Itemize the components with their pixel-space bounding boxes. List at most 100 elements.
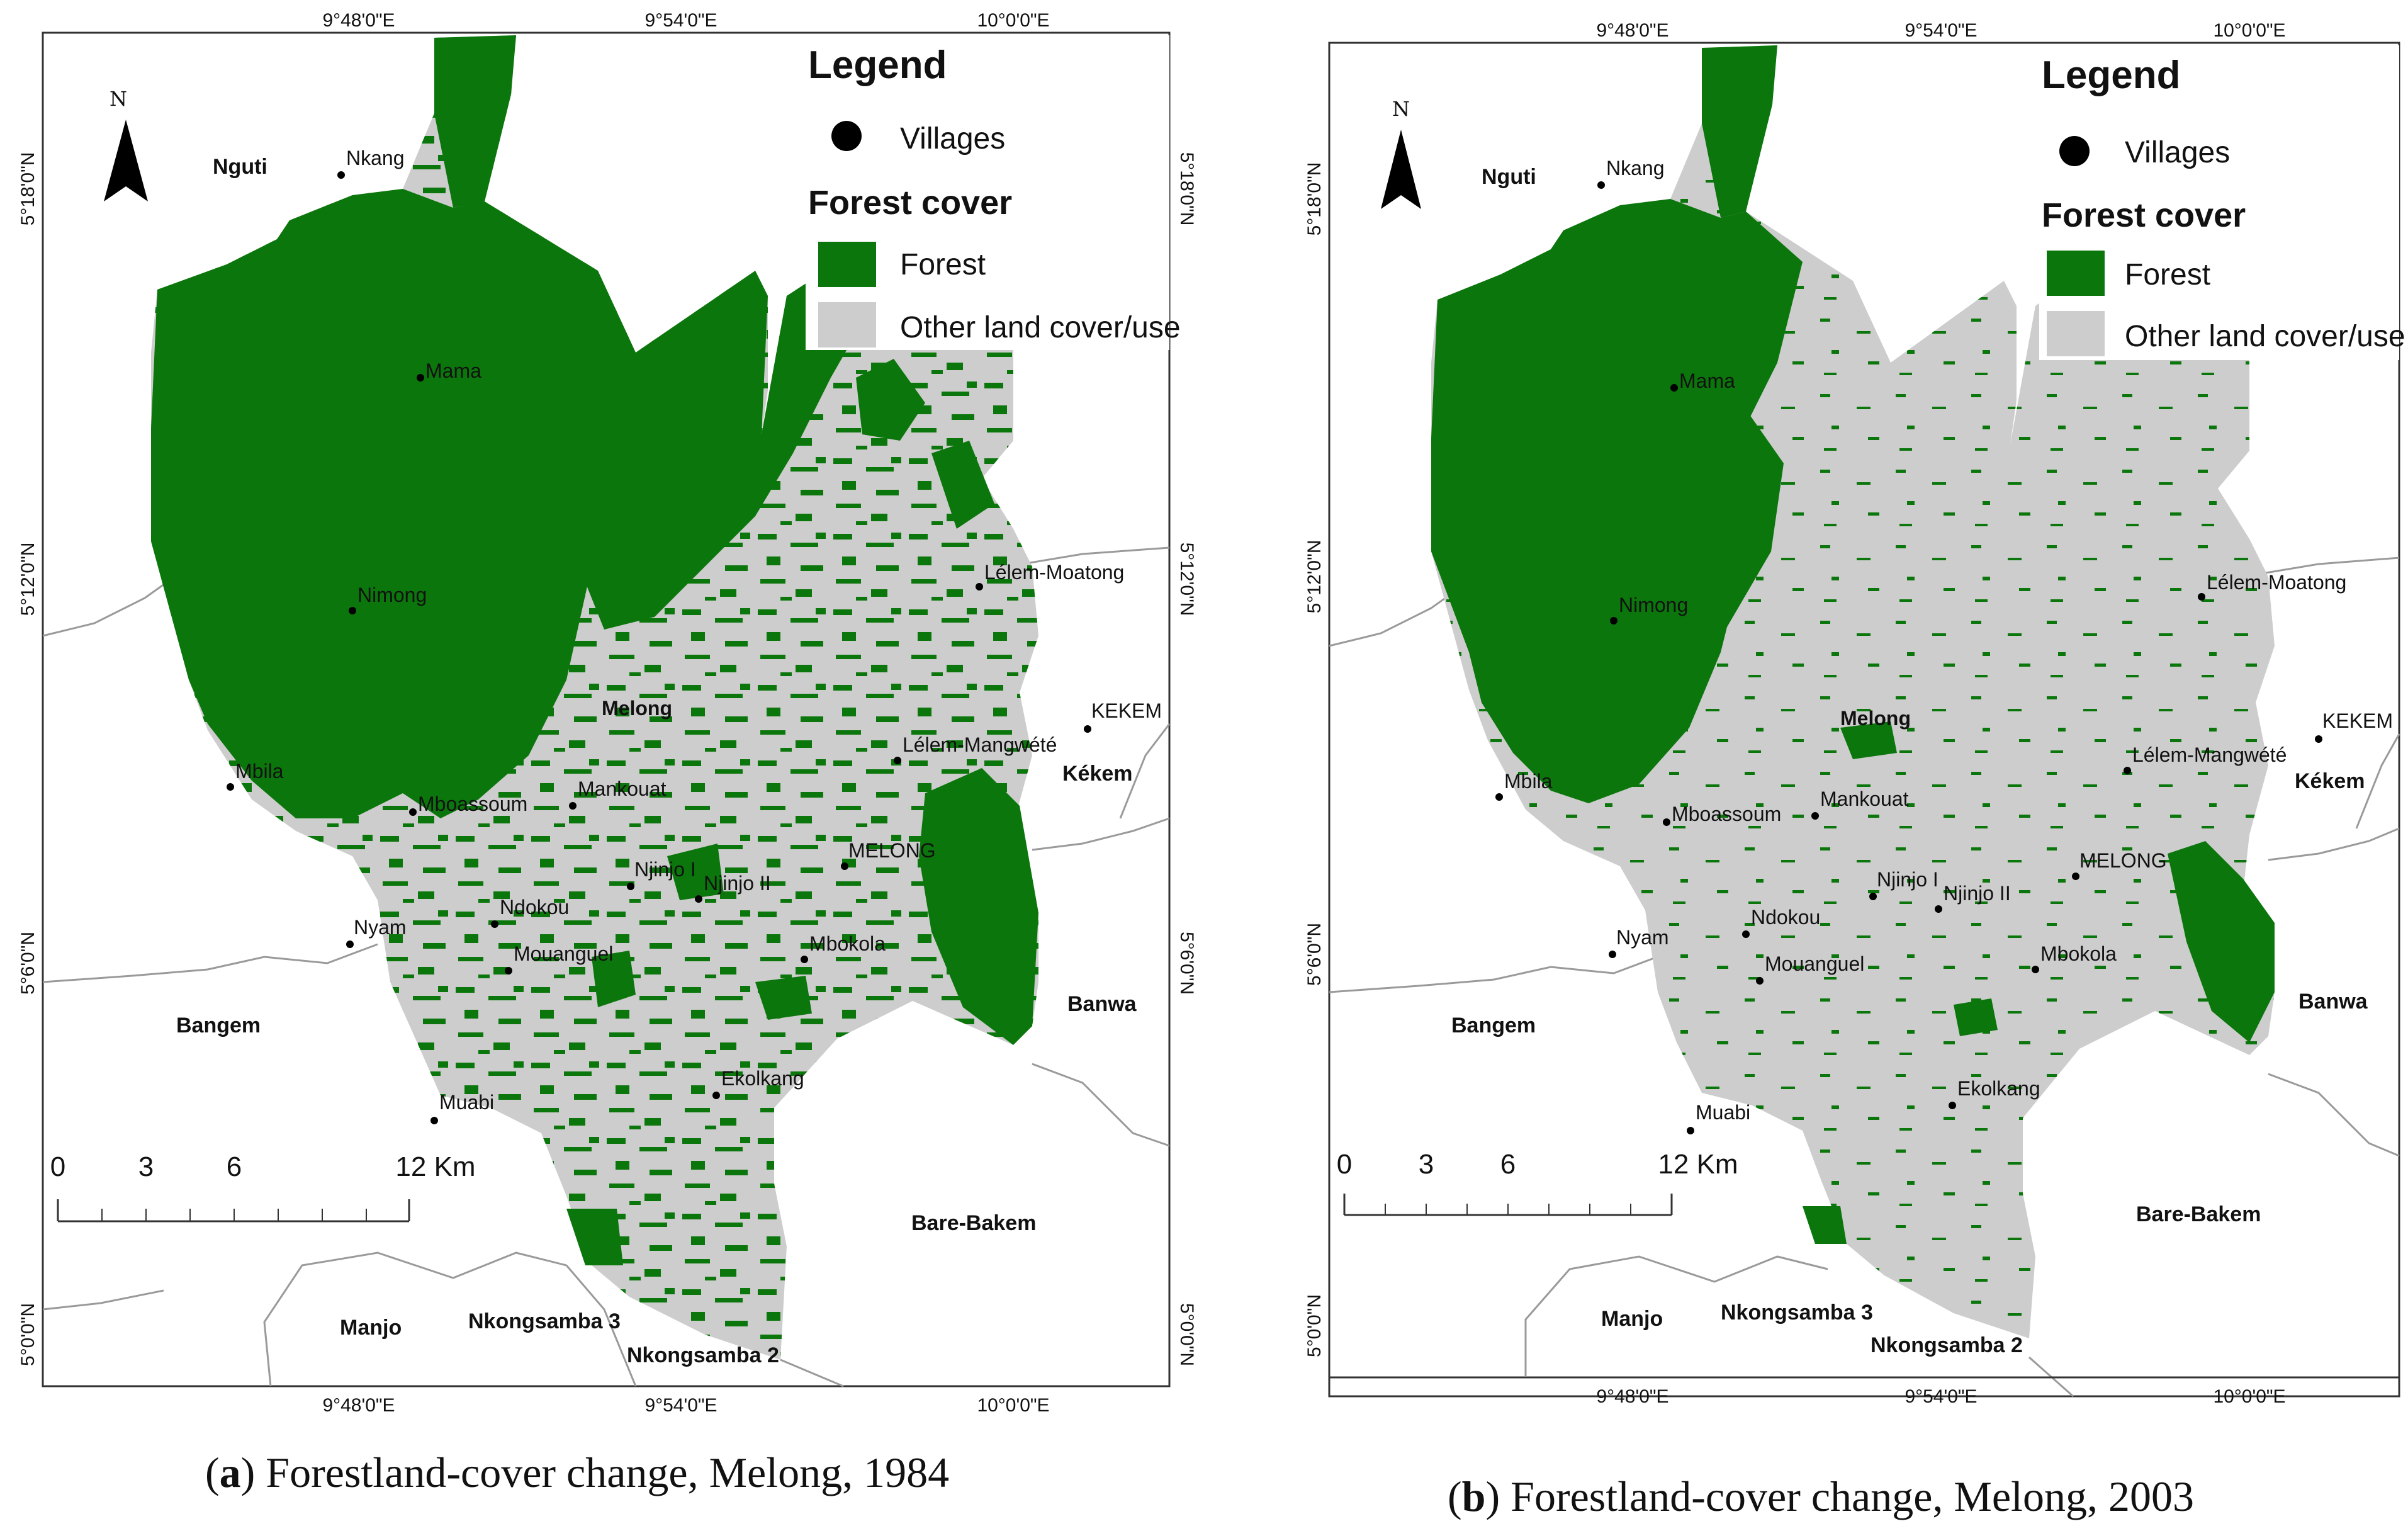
svg-text:Bare-Bakem: Bare-Bakem xyxy=(911,1211,1036,1235)
svg-text:N: N xyxy=(1392,97,1410,121)
village-label: Melong xyxy=(1840,707,1911,730)
svg-text:Nkongsamba 3: Nkongsamba 3 xyxy=(1721,1301,1873,1325)
map-a-lon-bottom-2: 9°54'0"E xyxy=(644,1395,717,1416)
map-a-lat-right-2: 5°12'0"N xyxy=(1176,543,1197,616)
svg-text:3: 3 xyxy=(1419,1149,1434,1180)
village-label: Nimong xyxy=(357,584,427,606)
village-label: Ndokou xyxy=(500,896,569,918)
svg-text:Nkongsamba 3: Nkongsamba 3 xyxy=(468,1309,621,1333)
village-label: Mbokola xyxy=(2040,942,2117,965)
village-label: Nyam xyxy=(354,916,407,939)
map-a-lat-right-1: 5°18'0"N xyxy=(1176,152,1197,226)
map-a-lat-right-4: 5°0'0"N xyxy=(1176,1303,1197,1366)
svg-text:Kékem: Kékem xyxy=(1062,762,1133,786)
village-label: Muabi xyxy=(439,1091,494,1114)
svg-text:Nguti: Nguti xyxy=(213,155,267,179)
map-b-lon-bottom-2: 9°54'0"E xyxy=(1904,1386,1977,1407)
map-b-lon-top-3: 10°0'0"E xyxy=(2213,20,2285,41)
map-a-legend-other-swatch xyxy=(818,302,876,347)
map-b-legend-forest-swatch xyxy=(2047,251,2105,296)
map-a-legend-title: Legend xyxy=(808,43,947,87)
map-b-legend-villages: Villages xyxy=(2125,136,2230,169)
map-b-scale-bar: 0 3 6 12 Km xyxy=(1337,1149,1738,1216)
map-b-legend-other-swatch xyxy=(2047,311,2105,356)
svg-text:Bangem: Bangem xyxy=(1451,1014,1536,1037)
svg-text:Banwa: Banwa xyxy=(1067,992,1137,1016)
svg-text:12 Km: 12 Km xyxy=(1658,1149,1738,1180)
map-a-regions: Nguti Kékem Banwa Bangem Bare-Bakem Manj… xyxy=(176,155,1137,1367)
map-b-lat-right-2: 5°12'0"N xyxy=(2406,540,2408,614)
village-label: Nkang xyxy=(1606,157,1665,179)
map-b-lat-left-1: 5°18'0"N xyxy=(1304,162,1325,236)
map-b-legend-section: Forest cover xyxy=(2042,196,2246,234)
map-a-legend-section: Forest cover xyxy=(808,184,1012,222)
village-label: Mankouat xyxy=(1820,788,1909,810)
map-a-lat-left-3: 5°6'0"N xyxy=(18,932,38,995)
svg-text:0: 0 xyxy=(1337,1149,1352,1180)
village-label: Ekolkang xyxy=(721,1067,804,1090)
village-label: Nimong xyxy=(1619,594,1688,616)
svg-text:Manjo: Manjo xyxy=(1601,1307,1663,1331)
map-a-lon-top-2: 9°54'0"E xyxy=(644,10,717,31)
map-b-forest-texture xyxy=(1431,45,2275,1338)
village-label: Lélem-Mangwété xyxy=(2132,743,2287,766)
caption-b: (b) Forestland-cover change, Melong, 200… xyxy=(1448,1472,2194,1520)
map-a-legend-panel xyxy=(806,35,1169,350)
village-label: Ekolkang xyxy=(1957,1077,2040,1100)
map-b-lon-top-2: 9°54'0"E xyxy=(1904,20,1977,41)
village-label: Njinjo I xyxy=(1877,868,1938,891)
map-b-legend-village-symbol xyxy=(2059,136,2090,166)
map-a-legend-village-symbol xyxy=(831,121,862,151)
map-a-lon-bottom-3: 10°0'0"E xyxy=(977,1395,1049,1416)
village-label: Mbila xyxy=(1504,770,1553,793)
map-a-legend-other: Other land cover/use xyxy=(900,311,1181,344)
village-label: Mboassoum xyxy=(1672,803,1781,825)
map-a-forest-texture xyxy=(151,35,1038,1360)
map-a-scale-bar: 0 3 6 12 Km xyxy=(50,1151,476,1223)
village-label: MELONG xyxy=(848,839,936,862)
village-label: Lélem-Moatong xyxy=(2207,571,2346,594)
svg-text:Nkongsamba 2: Nkongsamba 2 xyxy=(1871,1333,2023,1357)
map-a-legend-forest-swatch xyxy=(818,242,876,287)
village-label: Mouanguel xyxy=(1765,952,1864,975)
village-label: Njinjo II xyxy=(1944,882,2011,905)
village-label: Ndokou xyxy=(1751,906,1820,929)
village-label: Muabi xyxy=(1696,1101,1750,1124)
map-a-north-arrow: N xyxy=(104,87,148,201)
map-b-lat-left-2: 5°12'0"N xyxy=(1304,540,1325,614)
map-b-lat-right-4: 5°0'0"N xyxy=(2406,1294,2408,1357)
map-b-legend-panel xyxy=(2039,45,2399,360)
village-label: KEKEM xyxy=(2322,709,2393,732)
svg-text:6: 6 xyxy=(227,1151,242,1182)
village-label: Mboassoum xyxy=(418,793,527,815)
village-label: Njinjo II xyxy=(704,872,771,895)
map-a-lon-top-1: 9°48'0"E xyxy=(322,10,395,31)
village-label: Lélem-Mangwété xyxy=(903,733,1057,756)
village-label: Nkang xyxy=(346,147,405,169)
map-a-legend-villages: Villages xyxy=(900,122,1005,155)
village-label: Njinjo I xyxy=(634,858,696,881)
map-b-lon-bottom-1: 9°48'0"E xyxy=(1596,1386,1668,1407)
village-label: Lélem-Moatong xyxy=(984,561,1124,584)
svg-text:3: 3 xyxy=(138,1151,154,1182)
svg-text:12 Km: 12 Km xyxy=(395,1151,475,1182)
map-a-villages: Nkang Mama Nimong Mbila Mboassoum Mankou… xyxy=(227,147,1162,1124)
map-a-legend-forest: Forest xyxy=(900,248,986,281)
map-b-lon-top-1: 9°48'0"E xyxy=(1596,20,1668,41)
village-label: Melong xyxy=(602,697,672,720)
map-b-legend-other: Other land cover/use xyxy=(2125,320,2405,353)
svg-text:Bangem: Bangem xyxy=(176,1014,261,1037)
village-label: Mankouat xyxy=(578,777,667,800)
map-a-lon-top-3: 10°0'0"E xyxy=(977,10,1049,31)
svg-text:N: N xyxy=(110,87,127,111)
svg-text:Bare-Bakem: Bare-Bakem xyxy=(2136,1202,2261,1226)
village-label: Nyam xyxy=(1616,926,1669,949)
map-a-lon-bottom-1: 9°48'0"E xyxy=(322,1395,395,1416)
map-b-lat-right-1: 5°18'0"N xyxy=(2406,162,2408,236)
svg-text:Manjo: Manjo xyxy=(340,1316,402,1340)
map-a-lat-left-2: 5°12'0"N xyxy=(18,543,38,616)
svg-text:Nkongsamba 2: Nkongsamba 2 xyxy=(627,1343,779,1367)
caption-a: (a) Forestland-cover change, Melong, 198… xyxy=(205,1449,950,1496)
map-b-villages: Nkang Mama Nimong Mbila Mboassoum Mankou… xyxy=(1495,157,2393,1134)
